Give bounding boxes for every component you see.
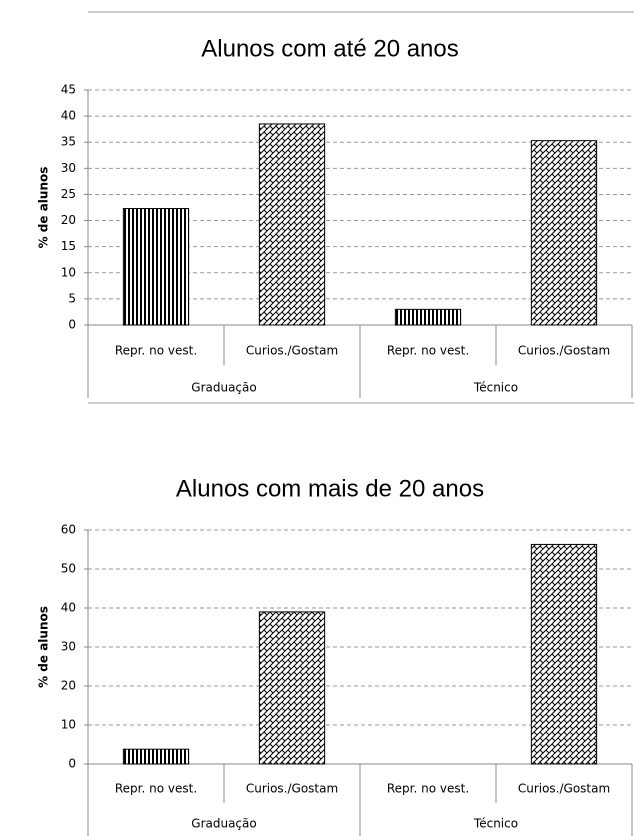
chart-title: Alunos com até 20 anos	[201, 35, 459, 62]
x-tick-label: Repr. no vest.	[387, 344, 469, 358]
y-tick-label: 25	[61, 187, 76, 201]
x-tick-label: Curios./Gostam	[518, 344, 610, 358]
bar	[394, 308, 462, 326]
y-tick-label: 10	[61, 265, 76, 279]
y-axis-label: % de alunos	[37, 167, 51, 249]
y-tick-label: 45	[61, 83, 76, 97]
x-tick-label: Curios./Gostam	[246, 782, 338, 796]
y-tick-label: 10	[61, 718, 76, 732]
chart-title: Alunos com mais de 20 anos	[176, 475, 484, 502]
bar	[122, 208, 190, 326]
y-tick-label: 30	[61, 640, 76, 654]
y-tick-label: 20	[61, 679, 76, 693]
y-tick-label: 0	[68, 757, 76, 771]
y-tick-label: 0	[68, 318, 76, 332]
y-tick-label: 30	[61, 161, 76, 175]
x-tick-label: Repr. no vest.	[115, 782, 197, 796]
x-tick-label: Repr. no vest.	[115, 344, 197, 358]
group-label: Técnico	[473, 381, 518, 395]
bar	[258, 611, 326, 765]
y-tick-label: 5	[68, 291, 76, 305]
group-label: Graduação	[191, 817, 256, 831]
y-tick-label: 50	[61, 562, 76, 576]
y-tick-label: 40	[61, 601, 76, 615]
y-tick-label: 40	[61, 109, 76, 123]
y-tick-label: 15	[61, 239, 76, 253]
x-tick-label: Repr. no vest.	[387, 782, 469, 796]
y-tick-label: 60	[61, 523, 76, 537]
x-tick-label: Curios./Gostam	[518, 782, 610, 796]
bar	[530, 140, 598, 326]
bar	[530, 543, 598, 765]
y-tick-label: 20	[61, 213, 76, 227]
y-axis-label: % de alunos	[37, 606, 51, 688]
y-tick-label: 35	[61, 135, 76, 149]
bar	[122, 748, 190, 765]
bar	[258, 123, 326, 326]
group-label: Técnico	[473, 817, 518, 831]
x-tick-label: Curios./Gostam	[246, 344, 338, 358]
group-label: Graduação	[191, 381, 256, 395]
